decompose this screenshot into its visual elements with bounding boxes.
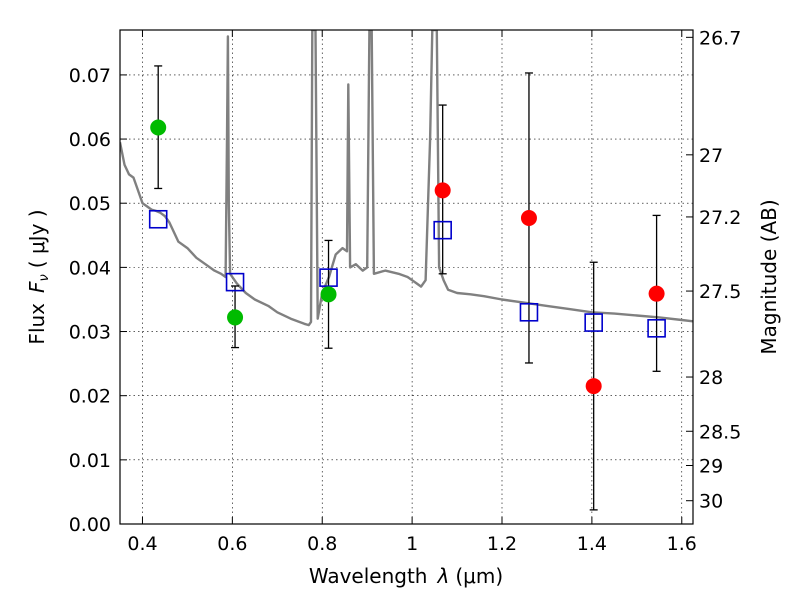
y-axis-label: Flux Fν ( μJy )	[25, 209, 52, 344]
y-axis-label-unit: ( μJy )	[25, 209, 49, 268]
x-tick-label: 1.4	[577, 533, 607, 555]
observed-point	[648, 285, 665, 302]
x-tick-label: 0.6	[217, 533, 247, 555]
x-tick-label: 1.2	[487, 533, 517, 555]
y2-axis-ticks: 26.7 27 27.2 27.5 28 28.5 29 30	[686, 27, 741, 513]
observed-point	[585, 378, 602, 395]
x-tick-label: 0.8	[307, 533, 337, 555]
x-axis-label-symbol: λ	[437, 564, 450, 588]
x-tick-label: 1	[406, 533, 418, 555]
y-tick-label: 0.04	[69, 257, 111, 279]
y2-tick-label: 26.7	[699, 27, 741, 49]
model-point	[148, 209, 168, 229]
observed-point	[150, 119, 167, 136]
y2-tick-label: 29	[699, 455, 723, 477]
model-point	[319, 268, 338, 287]
y-tick-label: 0.05	[69, 193, 111, 215]
y-tick-label: 0.06	[69, 129, 111, 151]
observed-point	[227, 309, 244, 326]
y2-tick-label: 27	[699, 145, 723, 167]
model-point	[647, 319, 666, 338]
y2-tick-label: 28.5	[699, 421, 741, 443]
y-tick-label: 0.03	[69, 322, 111, 344]
y-tick-label: 0.01	[69, 450, 111, 472]
observed-point	[320, 286, 337, 303]
y2-tick-label: 30	[699, 491, 723, 513]
y-tick-label: 0.02	[69, 386, 111, 408]
y-tick-label: 0.07	[69, 65, 111, 87]
observed-photometry-markers	[150, 119, 665, 395]
y-tick-label: 0.00	[69, 514, 111, 536]
observed-point	[434, 182, 451, 199]
y2-axis-label: Magnitude (AB)	[757, 199, 781, 354]
model-point	[584, 313, 603, 332]
y-axis-label-prefix: Flux	[25, 303, 49, 345]
y-axis-ticks: 0.00 0.01 0.02 0.03 0.04 0.05 0.06 0.07	[69, 65, 127, 536]
y2-tick-label: 27.2	[699, 207, 741, 229]
y-axis-label-subscript: ν	[37, 274, 52, 281]
observed-point	[520, 209, 537, 226]
x-tick-label: 0.4	[127, 533, 157, 555]
x-tick-label: 1.6	[667, 533, 697, 555]
y2-tick-label: 27.5	[699, 281, 741, 303]
model-point	[225, 272, 245, 292]
y2-tick-label: 28	[699, 367, 723, 389]
x-axis-label: Wavelength λ (μm)	[309, 564, 503, 588]
x-axis-ticks: 0.4 0.6 0.8 1 1.2 1.4 1.6	[127, 30, 697, 555]
x-axis-label-prefix: Wavelength	[309, 564, 428, 588]
model-point	[519, 302, 539, 322]
y-axis-label-symbol: F	[25, 281, 49, 293]
plot-frame	[119, 29, 694, 525]
model-photometry-markers	[148, 209, 666, 338]
x-axis-label-unit: (μm)	[455, 564, 503, 588]
model-point	[433, 220, 452, 240]
